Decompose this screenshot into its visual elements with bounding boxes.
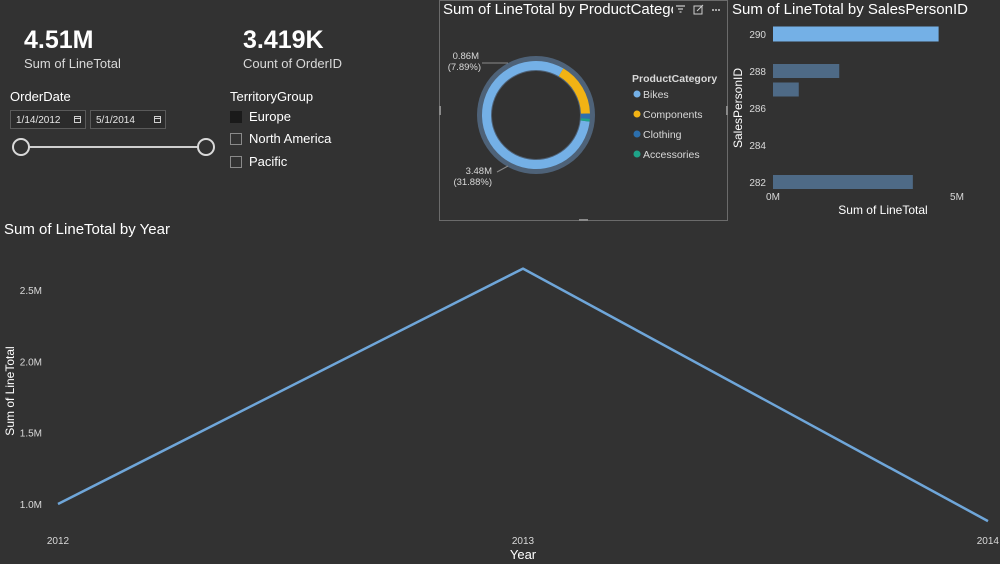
x-tick-label: 2012 bbox=[47, 536, 70, 547]
legend-item-label[interactable]: Components bbox=[643, 109, 703, 121]
y-tick-label: 290 bbox=[749, 30, 766, 41]
y-tick-label: 1.0M bbox=[20, 500, 42, 511]
bar-salesperson-287[interactable] bbox=[773, 82, 799, 97]
y-tick-label: 282 bbox=[749, 178, 766, 189]
legend-marker bbox=[633, 150, 641, 158]
bar-salesperson-290[interactable] bbox=[773, 26, 939, 42]
slicer-title: OrderDate bbox=[10, 89, 71, 104]
resize-handle[interactable] bbox=[579, 219, 588, 221]
kpi-card-linetotal[interactable]: 4.51M Sum of LineTotal bbox=[24, 28, 214, 78]
data-label-percent: (31.88%) bbox=[453, 177, 492, 188]
visual-title: Sum of LineTotal by ProductCatego bbox=[443, 1, 673, 18]
data-label-percent: (7.89%) bbox=[448, 62, 481, 73]
y-tick-label: 2.0M bbox=[20, 357, 42, 368]
y-tick-label: 1.5M bbox=[20, 429, 42, 440]
kpi-label: Count of OrderID bbox=[243, 56, 342, 71]
start-date-input[interactable]: 1/14/2012 bbox=[10, 110, 86, 129]
more-options-icon[interactable] bbox=[712, 9, 720, 11]
kpi-label: Sum of LineTotal bbox=[24, 56, 121, 71]
donut-slice-clothing[interactable] bbox=[580, 113, 590, 119]
legend-title: ProductCategory bbox=[632, 73, 717, 85]
data-label-value: 3.48M bbox=[466, 166, 492, 177]
legend-marker bbox=[633, 110, 641, 118]
visual-title: Sum of LineTotal by Year bbox=[4, 221, 170, 238]
x-tick-label: 2013 bbox=[512, 536, 535, 547]
line-series[interactable] bbox=[57, 267, 989, 523]
checkbox[interactable] bbox=[230, 156, 242, 168]
filter-icon[interactable] bbox=[676, 5, 685, 13]
legend-marker bbox=[633, 90, 641, 98]
kpi-value: 4.51M bbox=[24, 26, 94, 54]
donut-visual[interactable]: Sum of LineTotal by ProductCatego 0.86M … bbox=[439, 0, 728, 221]
line-chart: 1.0M 1.5M 2.0M 2.5M 2012 2013 2014 Sum of Lin… bbox=[3, 267, 1000, 562]
kpi-value: 3.419K bbox=[243, 26, 324, 54]
x-tick-label: 2014 bbox=[977, 536, 1000, 547]
y-tick-label: 288 bbox=[749, 67, 766, 78]
calendar-icon[interactable] bbox=[154, 116, 161, 123]
salesperson-bar-visual[interactable]: Sum of LineTotal by SalesPersonID 282 284… bbox=[730, 0, 1000, 221]
resize-handle[interactable] bbox=[726, 106, 728, 115]
legend-item-label[interactable]: Clothing bbox=[643, 129, 682, 141]
bar-chart: 282 284 286 288 290 0M 5M SalesPersonID Sum o… bbox=[731, 26, 964, 217]
donut-chart: 0.86M (7.89%) 3.48M (31.88%) ProductCate… bbox=[448, 51, 718, 188]
legend-marker bbox=[633, 130, 641, 138]
territory-label: Pacific bbox=[249, 154, 288, 169]
x-tick-label: 0M bbox=[766, 192, 780, 203]
x-axis-title: Year bbox=[510, 547, 537, 562]
x-axis-title: Sum of LineTotal bbox=[838, 203, 927, 217]
slicer-title: TerritoryGroup bbox=[230, 89, 314, 104]
calendar-icon[interactable] bbox=[74, 116, 81, 123]
x-tick-label: 5M bbox=[950, 192, 964, 203]
donut-slice-components[interactable] bbox=[558, 68, 590, 114]
territory-label: Europe bbox=[249, 109, 291, 124]
visual-header-icons bbox=[676, 4, 720, 15]
bar-salesperson-282[interactable] bbox=[773, 175, 913, 189]
date-range-track[interactable] bbox=[20, 146, 204, 148]
y-axis-title: SalesPersonID bbox=[731, 68, 745, 148]
resize-handle[interactable] bbox=[439, 106, 441, 115]
checkbox[interactable] bbox=[230, 111, 242, 123]
donut-slice-accessories[interactable] bbox=[580, 118, 590, 122]
territory-group-slicer: TerritoryGroup Europe North America Paci… bbox=[230, 88, 430, 178]
y-tick-label: 284 bbox=[749, 141, 766, 152]
y-tick-label: 2.5M bbox=[20, 286, 42, 297]
end-date-value: 5/1/2014 bbox=[96, 115, 135, 126]
checkbox[interactable] bbox=[230, 133, 242, 145]
start-date-value: 1/14/2012 bbox=[16, 115, 61, 126]
visual-title: Sum of LineTotal by SalesPersonID bbox=[732, 1, 968, 18]
y-axis-title: Sum of LineTotal bbox=[3, 346, 17, 435]
date-range-start-handle[interactable] bbox=[12, 138, 30, 156]
territory-label: North America bbox=[249, 131, 332, 146]
legend-item-label[interactable]: Bikes bbox=[643, 89, 669, 101]
year-line-visual[interactable]: Sum of LineTotal by Year 1.0M 1.5M 2.0M 2.5… bbox=[0, 218, 1000, 564]
focus-mode-icon[interactable] bbox=[693, 4, 704, 15]
y-tick-label: 286 bbox=[749, 104, 766, 115]
kpi-card-orderid[interactable]: 3.419K Count of OrderID bbox=[243, 28, 433, 78]
date-range-end-handle[interactable] bbox=[197, 138, 215, 156]
end-date-input[interactable]: 5/1/2014 bbox=[90, 110, 166, 129]
leader-line bbox=[496, 165, 509, 173]
bar-salesperson-288[interactable] bbox=[773, 64, 840, 78]
donut-hole bbox=[492, 71, 580, 159]
data-label-value: 0.86M bbox=[453, 51, 479, 62]
legend-item-label[interactable]: Accessories bbox=[643, 149, 700, 161]
order-date-slicer: OrderDate 1/14/2012 5/1/2014 bbox=[10, 88, 220, 160]
